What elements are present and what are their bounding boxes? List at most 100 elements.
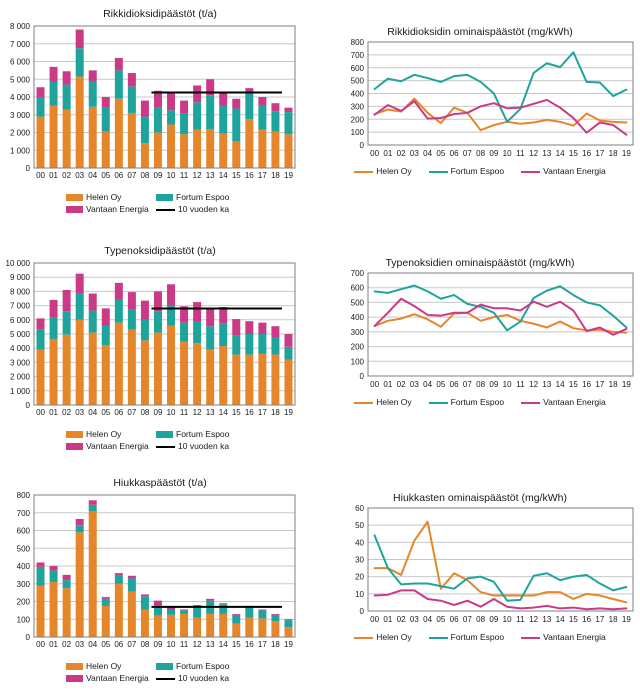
svg-text:08: 08 xyxy=(476,149,485,158)
bar-segment xyxy=(153,605,162,616)
svg-text:13: 13 xyxy=(206,171,215,180)
svg-text:14: 14 xyxy=(556,380,565,389)
bar-segment xyxy=(193,321,202,344)
y-gridlines xyxy=(34,512,295,620)
svg-text:60: 60 xyxy=(355,504,364,513)
bar-segment xyxy=(167,325,176,405)
svg-text:0: 0 xyxy=(360,607,365,616)
svg-text:16: 16 xyxy=(245,640,254,649)
svg-text:15: 15 xyxy=(232,408,241,417)
bar-segment xyxy=(245,119,254,168)
bar-segment xyxy=(258,104,267,130)
bar-segment xyxy=(49,299,58,318)
legend-item: Helen Oy xyxy=(354,167,412,176)
y-gridlines xyxy=(34,276,295,392)
bar-segment xyxy=(167,305,176,326)
svg-text:02: 02 xyxy=(397,615,406,624)
bar-segment xyxy=(101,598,110,606)
svg-text:100: 100 xyxy=(17,615,31,624)
bar-segment xyxy=(284,334,293,347)
bar-segment xyxy=(114,574,123,584)
chart-legend: Helen Oy Fortum Espoo Vantaan Energia 10 vu… xyxy=(0,193,320,214)
svg-text:18: 18 xyxy=(609,149,618,158)
y-gridlines xyxy=(368,54,633,133)
stacked-bars xyxy=(36,29,293,169)
svg-text:01: 01 xyxy=(383,149,392,158)
bar-segment xyxy=(180,134,189,168)
svg-text:06: 06 xyxy=(114,408,123,417)
bar-segment xyxy=(232,613,241,615)
y-tick-labels: 0 10 20 30 40 50 60 xyxy=(355,504,364,616)
bar-segment xyxy=(232,335,241,355)
legend-line-icon xyxy=(156,445,175,448)
svg-text:8 000: 8 000 xyxy=(10,22,31,31)
svg-text:04: 04 xyxy=(88,640,97,649)
svg-text:00: 00 xyxy=(370,380,379,389)
series-line xyxy=(373,284,628,332)
bar-segment xyxy=(167,614,176,637)
svg-text:600: 600 xyxy=(351,284,365,293)
x-tick-labels: 00 01 02 03 04 05 06 07 08 09 10 11 12 13 14 15 16 17 18 19 xyxy=(36,408,293,417)
bar-segment xyxy=(206,79,215,96)
chart-legend: Helen Oy Fortum Espoo Vantaan Energia xyxy=(320,167,640,176)
bar-segment xyxy=(284,627,293,637)
bar-segment xyxy=(284,134,293,168)
bar-segment xyxy=(284,359,293,405)
bar-segment xyxy=(193,102,202,130)
svg-text:200: 200 xyxy=(351,343,365,352)
svg-text:0: 0 xyxy=(26,401,31,410)
bar-segment xyxy=(245,617,254,637)
svg-text:05: 05 xyxy=(436,615,445,624)
bar-segment xyxy=(140,594,149,597)
bar-segment xyxy=(271,103,280,112)
bar-segment xyxy=(219,133,228,168)
svg-text:12: 12 xyxy=(193,408,202,417)
chart-title: Typenoksidipäästöt (t/a) xyxy=(104,245,216,257)
svg-text:17: 17 xyxy=(258,640,267,649)
chart-particulate-emissions: Hiukkaspäästöt (t/a) 0 100 200 300 400 500 600… xyxy=(0,462,320,692)
bar-segment xyxy=(245,354,254,405)
bar-segment xyxy=(167,92,176,111)
bar-segment xyxy=(180,341,189,405)
chart-title: Rikkidioksidipäästöt (t/a) xyxy=(103,8,217,20)
chart-title: Typenoksidien ominaispäästöt (mg/kWh) xyxy=(385,257,575,269)
bar-segment xyxy=(62,588,71,637)
svg-text:07: 07 xyxy=(463,149,472,158)
svg-text:09: 09 xyxy=(489,380,498,389)
svg-text:16: 16 xyxy=(245,408,254,417)
svg-text:400: 400 xyxy=(17,562,31,571)
series-line xyxy=(373,589,628,611)
bar-segment xyxy=(219,307,228,324)
svg-text:02: 02 xyxy=(397,149,406,158)
x-tick-labels: 00 01 02 03 04 05 06 07 08 09 10 11 12 13 14 15 16 17 18 19 xyxy=(36,640,293,649)
bar-segment xyxy=(114,322,123,405)
svg-text:7 000: 7 000 xyxy=(10,40,31,49)
svg-text:03: 03 xyxy=(75,171,84,180)
bar-segment xyxy=(49,81,58,106)
bar-segment xyxy=(49,66,58,82)
bar-segment xyxy=(153,291,162,312)
bar-segment xyxy=(36,349,45,405)
bar-segment xyxy=(88,332,97,405)
bar-segment xyxy=(62,289,71,312)
legend-item: Vantaan Energia xyxy=(66,674,156,683)
svg-text:14: 14 xyxy=(219,171,228,180)
legend-item: Helen Oy xyxy=(66,430,156,439)
svg-text:200: 200 xyxy=(17,598,31,607)
svg-text:13: 13 xyxy=(542,380,551,389)
svg-text:18: 18 xyxy=(609,615,618,624)
bar-segment xyxy=(258,322,267,334)
bar-segment xyxy=(284,620,293,628)
bar-segment xyxy=(140,596,149,610)
svg-text:11: 11 xyxy=(516,380,525,389)
legend-label: Fortum Espoo xyxy=(450,632,505,642)
bar-segment xyxy=(49,581,58,637)
bar-segment xyxy=(271,621,280,637)
bar-segment xyxy=(75,273,84,294)
legend-swatch-icon xyxy=(66,663,83,670)
bar-segment xyxy=(114,98,123,168)
svg-text:16: 16 xyxy=(582,380,591,389)
svg-text:04: 04 xyxy=(88,171,97,180)
